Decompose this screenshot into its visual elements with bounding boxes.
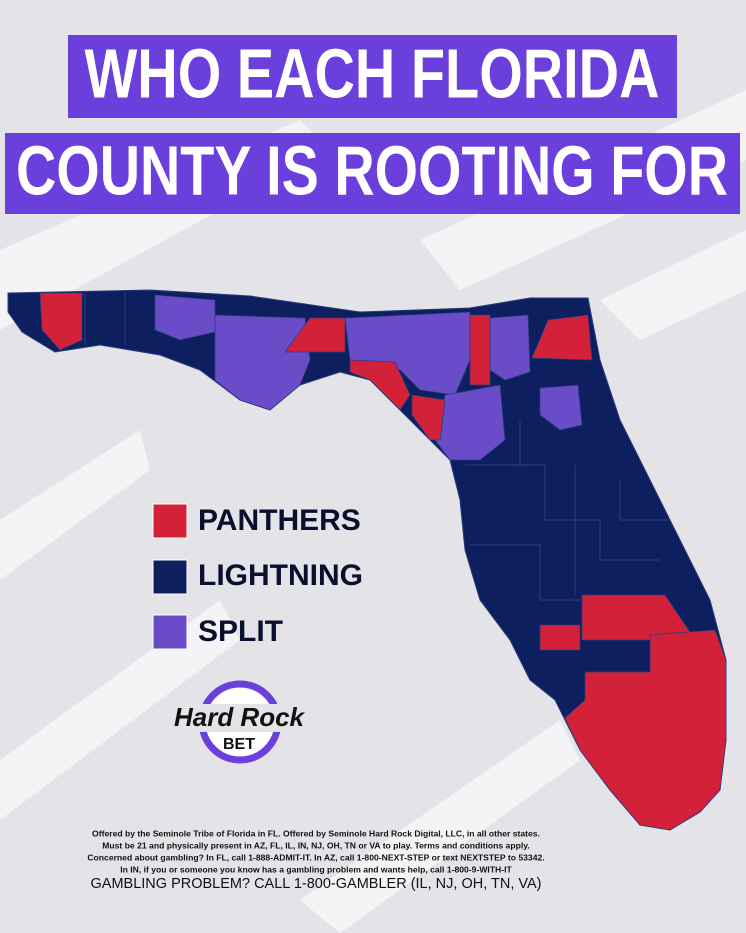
state-outline <box>7 289 727 831</box>
county-split <box>539 384 583 431</box>
county-panthers <box>411 394 446 441</box>
county-panthers <box>39 292 83 351</box>
county-panthers <box>539 624 581 651</box>
county-split <box>434 384 506 461</box>
county-split <box>489 314 531 381</box>
county-panthers <box>531 314 593 361</box>
legend-swatch <box>152 559 188 595</box>
helpline: GAMBLING PROBLEM? CALL 1-800-GAMBLER (IL… <box>91 876 542 892</box>
disclaimer: Offered by the Seminole Tribe of Florida… <box>87 828 544 892</box>
legend-swatch <box>152 503 188 539</box>
county-panthers <box>564 629 727 831</box>
disclaimer-line: Must be 21 and physically present in AZ,… <box>102 840 530 850</box>
county-split <box>154 294 216 341</box>
title-box <box>5 133 740 214</box>
legend-swatch <box>152 614 188 650</box>
county-panthers <box>284 317 346 353</box>
disclaimer-line: In IN, if you or someone you know has a … <box>120 864 512 874</box>
legend: PANTHERS LIGHTNING SPLIT <box>152 503 363 650</box>
logo-band <box>168 704 312 732</box>
county-split <box>214 314 311 411</box>
county-panthers <box>349 359 411 411</box>
title: WHO EACH FLORIDA <box>85 34 660 112</box>
logo-name: Hard Rock <box>174 702 306 732</box>
disclaimer-line: Offered by the Seminole Tribe of Florida… <box>92 828 540 838</box>
legend-label: PANTHERS <box>198 504 361 537</box>
disclaimer-line: Concerned about gambling? In FL, call 1-… <box>87 852 544 862</box>
logo-sub: BET <box>223 736 255 753</box>
title: COUNTY IS ROOTING FOR <box>16 131 728 209</box>
legend-label: LIGHTNING <box>198 559 363 592</box>
county-lines <box>84 292 670 601</box>
logo: Hard Rock BET <box>168 680 312 764</box>
title-box <box>68 35 677 118</box>
county-panthers <box>469 314 491 386</box>
florida-map <box>7 289 727 831</box>
legend-label: SPLIT <box>198 615 283 648</box>
